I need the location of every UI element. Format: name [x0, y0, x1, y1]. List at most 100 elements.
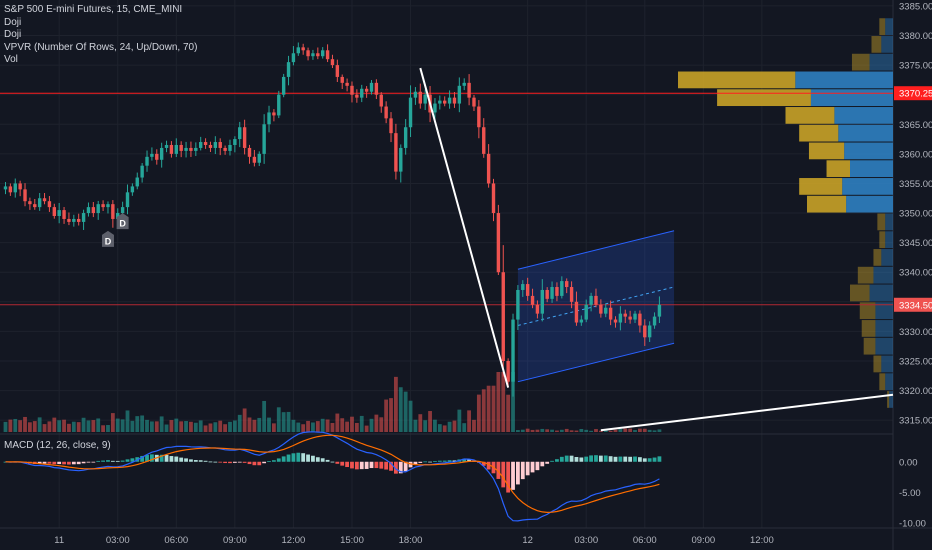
- price-axis[interactable]: 3385.003380.003375.003370.003365.003360.…: [894, 1, 932, 530]
- macd-histogram-bar: [511, 461, 515, 490]
- macd-histogram-bar: [223, 461, 227, 464]
- signal-line: [5, 434, 660, 514]
- volume-bar: [447, 421, 452, 432]
- candle-body: [199, 142, 203, 148]
- trend-lines[interactable]: [419, 67, 894, 432]
- candle-body: [560, 281, 564, 296]
- macd-histogram-bar: [364, 461, 369, 469]
- macd-histogram-bar: [286, 454, 291, 462]
- candle-body: [574, 301, 579, 323]
- symbol-title[interactable]: S&P 500 E-mini Futures, 15, CME_MINI: [4, 4, 183, 15]
- time-tick-label: 12:00: [282, 535, 306, 546]
- macd-histogram-bar: [281, 456, 286, 462]
- macd-histogram-bar: [252, 461, 257, 466]
- macd-histogram-bar: [330, 461, 335, 463]
- candle-body: [364, 88, 369, 92]
- volume-profile: [678, 18, 893, 408]
- legend: S&P 500 E-mini Futures, 15, CME_MINI Doj…: [4, 4, 197, 67]
- candle-body: [652, 316, 657, 326]
- volume-bar: [47, 421, 52, 432]
- macd-histogram-bar: [242, 461, 247, 463]
- volume-bar: [394, 376, 398, 432]
- macd-histogram-bar: [569, 455, 574, 462]
- macd-histogram-bar: [232, 461, 237, 463]
- macd-histogram-bar: [57, 461, 62, 465]
- volume-bar: [13, 418, 18, 432]
- volume-bar: [457, 409, 462, 432]
- candle-body: [433, 103, 437, 113]
- vp-up: [810, 89, 893, 107]
- macd-tick-label: 0.00: [899, 457, 918, 468]
- macd-histogram-bar: [228, 461, 232, 464]
- candle-body: [272, 112, 276, 116]
- candle-body: [486, 153, 491, 184]
- volume-bar: [462, 423, 467, 432]
- macd-histogram-bar: [379, 461, 384, 469]
- indicator-doji-2[interactable]: Doji: [4, 29, 22, 41]
- candle-body: [120, 207, 125, 214]
- vp-down: [799, 178, 843, 195]
- indicator-vpvr[interactable]: VPVR (Number Of Rows, 24, Up/Down, 70): [4, 41, 198, 53]
- volume-bar: [81, 417, 86, 432]
- candle-body: [140, 165, 144, 178]
- macd-histogram-bar: [262, 461, 267, 464]
- vp-up: [885, 213, 893, 231]
- doji-marker-label: D: [105, 236, 112, 246]
- vp-down: [879, 18, 886, 36]
- macd-histogram-bar: [389, 461, 393, 471]
- volume-bar: [8, 419, 13, 432]
- volume-bar: [364, 425, 369, 432]
- macd-histogram-bar: [164, 454, 169, 462]
- volume-bar: [320, 418, 325, 432]
- candle-body: [604, 307, 608, 314]
- horizontal-lines[interactable]: [0, 92, 893, 306]
- vp-up: [846, 195, 893, 213]
- candle-body: [657, 304, 662, 317]
- macd-histogram-bar: [628, 456, 633, 462]
- candle-body: [643, 325, 647, 338]
- volume-bar: [452, 420, 457, 432]
- volume-bar: [340, 418, 345, 432]
- time-axis[interactable]: 11 03:00 06:00 09:00 12:00 15:00 18:00 12 03:00 0…: [54, 535, 774, 546]
- macd-tick-label: -10.00: [899, 519, 926, 530]
- volume-bar: [286, 411, 291, 432]
- candle-body: [257, 153, 261, 163]
- indicator-doji-1[interactable]: Doji: [4, 16, 22, 28]
- candle-body: [247, 147, 252, 157]
- macd-histogram-bar: [564, 455, 569, 462]
- macd-histogram-bar: [384, 461, 389, 470]
- volume-bar: [169, 420, 174, 432]
- macd-histogram-bar: [608, 456, 613, 462]
- volume-bar: [345, 421, 349, 432]
- candle-body: [438, 100, 442, 104]
- vp-down: [873, 249, 882, 266]
- time-tick-label: 11: [54, 535, 64, 546]
- macd-histogram-bar: [535, 461, 540, 471]
- candle-body: [330, 59, 335, 66]
- candle-body: [145, 156, 149, 166]
- candle-body: [462, 82, 466, 86]
- volume-bar: [91, 420, 96, 432]
- macd-histogram-bar: [296, 452, 301, 462]
- candle-body: [286, 62, 291, 77]
- macd-histogram-bar: [418, 461, 423, 463]
- volume-bar: [530, 429, 535, 432]
- macd-legend[interactable]: MACD (12, 26, close, 9): [4, 440, 111, 451]
- volume-bar: [67, 423, 71, 432]
- candle-body: [633, 313, 637, 320]
- candle-body: [208, 144, 213, 148]
- volume-bar: [208, 423, 213, 432]
- candle-body: [579, 319, 584, 323]
- doji-marker: [116, 213, 129, 230]
- volume-bar: [569, 430, 574, 432]
- macd-histogram-bar: [403, 461, 408, 472]
- volume-bar: [237, 414, 242, 432]
- candle-body: [647, 325, 652, 338]
- indicator-vol[interactable]: Vol: [4, 54, 18, 66]
- candle-body: [623, 313, 627, 317]
- volume-bar: [398, 387, 403, 432]
- macd-histogram-bar: [189, 459, 193, 462]
- volume-bar: [638, 428, 642, 432]
- volume-bar: [130, 420, 135, 432]
